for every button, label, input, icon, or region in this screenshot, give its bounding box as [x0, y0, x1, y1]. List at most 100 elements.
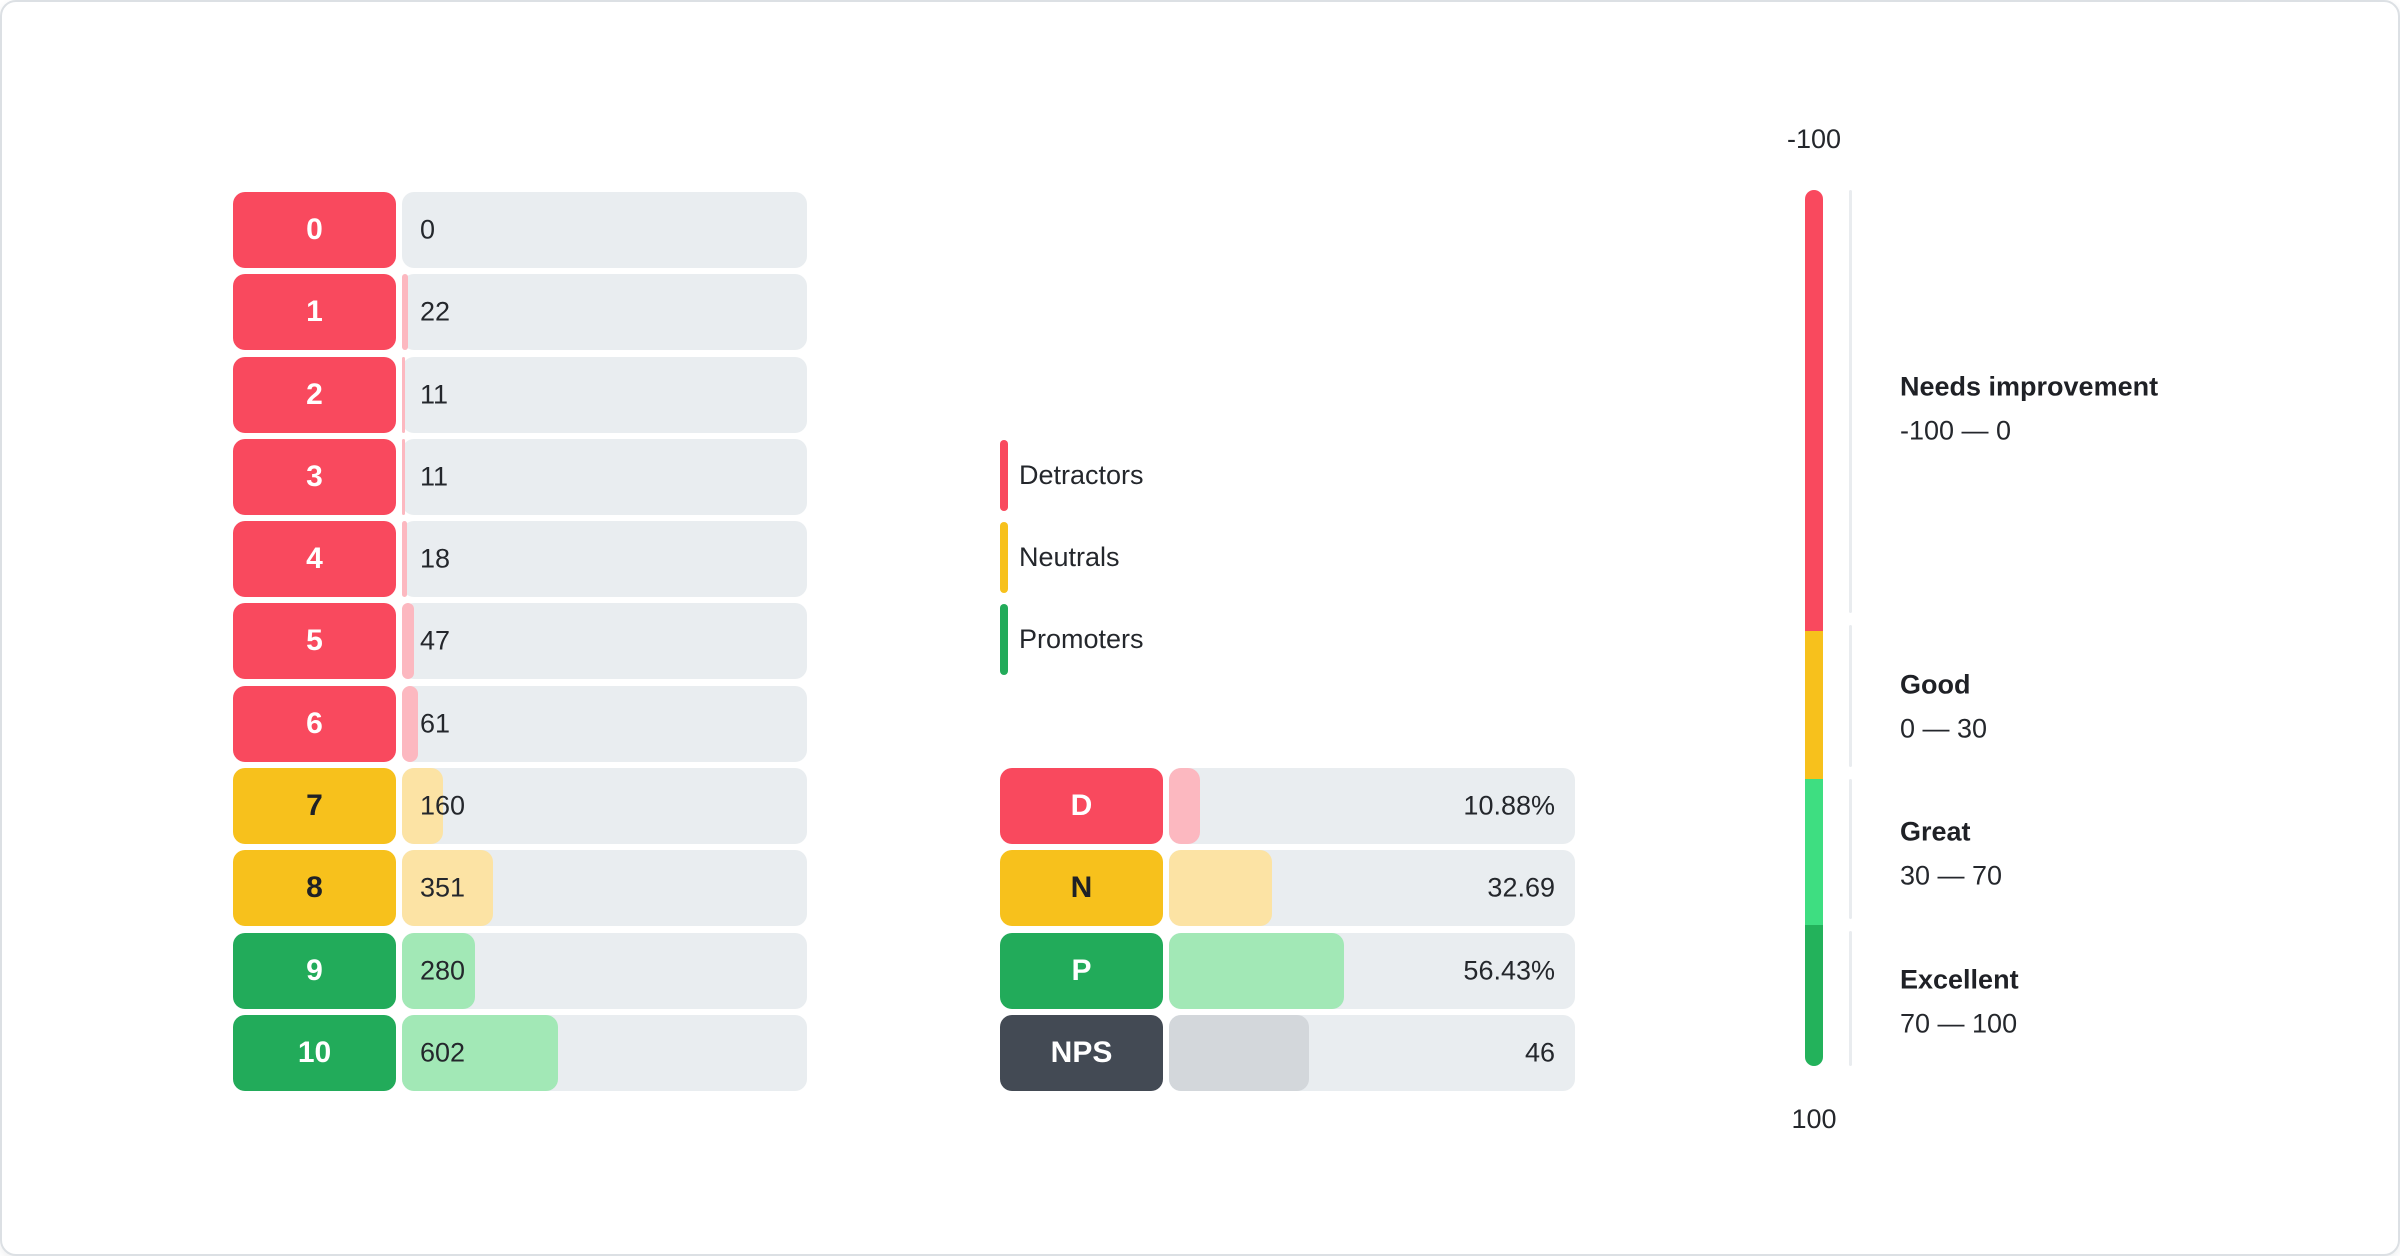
score-bar-fill	[402, 603, 415, 680]
score-count-label: 351	[420, 872, 466, 903]
score-row: 4 18	[233, 521, 807, 598]
gauge-axis-top-label: -100	[1786, 124, 1842, 154]
score-badge: 6	[233, 685, 396, 762]
score-distribution-chart: 0 0 1 22 2 11 3 11 4	[233, 192, 807, 1091]
summary-value-label: 46	[1524, 1037, 1555, 1068]
gauge-segment	[1805, 630, 1823, 779]
score-bar-track: 47	[402, 603, 807, 680]
score-badge: 1	[233, 274, 396, 351]
score-bar-fill	[402, 521, 407, 598]
summary-row: P 56.43%	[1000, 932, 1575, 1009]
score-row: 3 11	[233, 438, 807, 515]
score-bar-fill	[402, 932, 475, 1009]
gauge-axis-bottom-label: 100	[1791, 1104, 1837, 1134]
score-count-label: 11	[420, 461, 449, 492]
score-bar-fill	[402, 768, 444, 845]
score-badge: 3	[233, 438, 396, 515]
score-count-label: 61	[420, 708, 451, 739]
summary-bar-fill	[1169, 1014, 1309, 1091]
legend: Detractors Neutrals Promoters	[1000, 440, 1144, 686]
score-bar-track: 18	[402, 521, 807, 598]
nps-summary-chart: D 10.88% N 32.69 P 56.43% NPS 46	[1000, 768, 1575, 1091]
score-row: 9 280	[233, 932, 807, 1009]
summary-badge: D	[1000, 768, 1163, 844]
score-bar-track: 11	[402, 356, 807, 433]
summary-bar-fill	[1169, 932, 1345, 1009]
score-badge: 2	[233, 356, 396, 433]
legend-label: Promoters	[1019, 624, 1144, 654]
summary-badge: NPS	[1000, 1014, 1163, 1091]
score-bar-fill	[402, 438, 405, 515]
score-count-label: 280	[420, 955, 466, 986]
score-bar-track: 351	[402, 850, 807, 927]
score-row: 1 22	[233, 274, 807, 351]
gauge-zone-label: Great 30 — 70	[1900, 817, 2002, 892]
score-badge: 10	[233, 1014, 396, 1091]
summary-bar-track: 32.69	[1169, 850, 1575, 927]
summary-value-label: 10.88%	[1463, 790, 1555, 821]
legend-item: Neutrals	[1000, 522, 1144, 593]
gauge-zone-label: Good 0 — 30	[1900, 670, 1987, 745]
score-badge: 0	[233, 192, 396, 268]
score-row: 6 61	[233, 685, 807, 762]
score-count-label: 0	[420, 214, 436, 245]
gauge-tick-line	[1849, 190, 1852, 1066]
score-count-label: 18	[420, 543, 451, 574]
legend-label: Detractors	[1019, 460, 1144, 490]
gauge-zone-title: Good	[1900, 669, 1971, 700]
gauge-zone-range: 70 — 100	[1900, 1008, 2018, 1039]
gauge-zone-range: -100 — 0	[1900, 415, 2012, 446]
score-bar-track: 160	[402, 768, 807, 845]
gauge-tick-segment	[1849, 624, 1852, 767]
gauge-zone-title: Excellent	[1900, 964, 2019, 995]
legend-color-bar	[1000, 440, 1008, 511]
gauge-zone-label: Needs improvement -100 — 0	[1900, 372, 2158, 447]
gauge-zone-label: Excellent 70 — 100	[1900, 965, 2019, 1040]
score-bar-track: 11	[402, 438, 807, 515]
legend-item: Promoters	[1000, 604, 1144, 675]
legend-label: Neutrals	[1019, 542, 1120, 572]
summary-bar-fill	[1169, 850, 1273, 927]
gauge-segment	[1805, 190, 1823, 631]
score-bar-track: 0	[402, 192, 807, 268]
score-badge: 4	[233, 521, 396, 598]
score-bar-fill	[402, 685, 418, 762]
score-count-label: 160	[420, 790, 466, 821]
score-badge: 7	[233, 768, 396, 845]
score-bar-track: 280	[402, 932, 807, 1009]
score-count-label: 47	[420, 625, 451, 656]
summary-row: N 32.69	[1000, 850, 1575, 927]
gauge-bar	[1805, 190, 1823, 1066]
score-row: 0 0	[233, 192, 807, 268]
score-bar-track: 602	[402, 1014, 807, 1091]
summary-bar-track: 56.43%	[1169, 932, 1575, 1009]
gauge-zone-range: 30 — 70	[1900, 860, 2003, 891]
gauge-zone-range: 0 — 30	[1900, 713, 1988, 744]
score-bar-fill	[402, 850, 493, 927]
score-row: 8 351	[233, 850, 807, 927]
gauge-tick-segment	[1849, 190, 1852, 613]
summary-badge: P	[1000, 932, 1163, 1009]
score-badge: 8	[233, 850, 396, 927]
gauge-zone-title: Great	[1900, 816, 1971, 847]
summary-bar-track: 10.88%	[1169, 768, 1575, 844]
score-badge: 5	[233, 603, 396, 680]
summary-badge: N	[1000, 850, 1163, 927]
score-bar-track: 61	[402, 685, 807, 762]
legend-item: Detractors	[1000, 440, 1144, 511]
legend-color-bar	[1000, 522, 1008, 593]
summary-value-label: 32.69	[1487, 872, 1555, 903]
score-count-label: 11	[420, 379, 449, 410]
summary-bar-fill	[1169, 768, 1200, 844]
score-bar-fill	[402, 356, 405, 433]
score-row: 5 47	[233, 603, 807, 680]
legend-color-bar	[1000, 604, 1008, 675]
summary-row: NPS 46	[1000, 1014, 1575, 1091]
gauge-segment	[1805, 924, 1823, 1066]
score-bar-fill	[402, 1014, 558, 1091]
score-row: 10 602	[233, 1014, 807, 1091]
score-count-label: 602	[420, 1037, 466, 1068]
gauge-segment	[1805, 778, 1823, 925]
score-bar-fill	[402, 274, 408, 351]
